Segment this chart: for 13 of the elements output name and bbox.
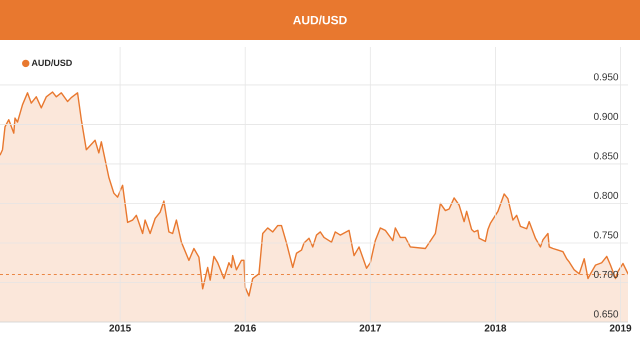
y-tick-label: 0.850 [594, 152, 618, 160]
y-tick-label: 0.750 [594, 231, 618, 238]
y-tick-label: 0.900 [594, 112, 618, 120]
y-tick-label: 0.800 [594, 192, 618, 199]
y-tick-label: 0.650 [594, 310, 618, 318]
legend-label: AUD/USD [32, 59, 72, 66]
x-tick-label: 2016 [234, 324, 256, 332]
x-tick-label: 2018 [484, 324, 506, 332]
x-tick-label: 2017 [360, 324, 381, 332]
y-tick-label: 0.950 [594, 73, 618, 80]
x-tick-label: 2019 [610, 324, 632, 332]
chart-title: AUD/USD [293, 16, 347, 24]
x-tick-label: 2015 [109, 324, 131, 332]
